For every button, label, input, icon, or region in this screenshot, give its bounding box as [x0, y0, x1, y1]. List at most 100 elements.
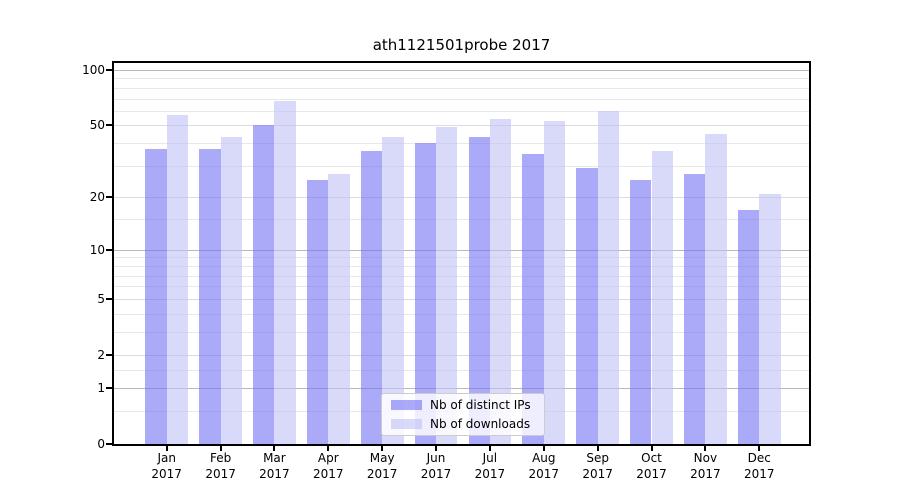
- x-tick-label: May 2017: [342, 450, 422, 482]
- gridline-minor: [114, 265, 809, 267]
- x-tick-label-year: 2017: [259, 467, 290, 481]
- gridline-major: [114, 298, 809, 300]
- x-tick-label-year: 2017: [420, 467, 452, 481]
- bar-distinct-ips-apr: [306, 180, 329, 444]
- x-tick-label-month: Aug: [532, 451, 556, 465]
- bar-distinct-ips-oct: [630, 180, 652, 444]
- x-tick-label-month: Jan: [157, 451, 176, 465]
- gridline-major: [114, 387, 809, 389]
- x-tick-label-month: Dec: [747, 451, 771, 465]
- gridline-minor: [114, 219, 809, 221]
- bar-downloads-mar: [274, 100, 296, 444]
- legend-label-downloads: Nb of downloads: [430, 417, 531, 431]
- x-axis-tick: [273, 446, 276, 451]
- x-tick-label-month: Jun: [426, 451, 446, 465]
- gridline-major: [114, 197, 809, 199]
- chart-title: ath1121501probe 2017: [372, 36, 551, 54]
- legend-row-distinct-ips: Nb of distinct IPs: [382, 397, 544, 413]
- gridline-major: [114, 355, 809, 356]
- x-tick-label-year: 2017: [313, 467, 344, 481]
- gridline-major: [114, 249, 809, 251]
- bar-downloads-apr: [328, 174, 350, 444]
- bar-distinct-ips-dec: [737, 209, 760, 444]
- y-tick-label: 2: [97, 348, 105, 362]
- gridline-minor: [114, 275, 809, 277]
- x-axis-tick: [758, 446, 761, 451]
- bar-downloads-jan: [166, 114, 189, 444]
- x-tick-label: Jan 2017: [127, 450, 207, 482]
- x-tick-label-year: 2017: [528, 467, 560, 481]
- x-tick-label-year: 2017: [366, 467, 398, 481]
- gridline-minor: [114, 143, 809, 145]
- x-tick-label-month: Apr: [317, 451, 339, 465]
- x-tick-label-year: 2017: [582, 467, 613, 481]
- x-tick-label-month: Mar: [263, 451, 286, 465]
- legend-row-downloads: Nb of downloads: [382, 416, 544, 432]
- x-axis-tick: [650, 446, 653, 451]
- x-tick-label-year: 2017: [690, 467, 721, 481]
- x-tick-label: Nov 2017: [665, 450, 745, 482]
- legend-label-distinct-ips: Nb of distinct IPs: [430, 398, 531, 412]
- y-axis-tick: [106, 354, 112, 356]
- x-tick-label-month: Sep: [586, 451, 609, 465]
- x-tick-label-year: 2017: [205, 467, 236, 481]
- x-axis-tick: [219, 446, 222, 451]
- x-axis-tick: [488, 446, 491, 451]
- gridline-major: [114, 125, 809, 127]
- bar-downloads-jun: [436, 127, 458, 444]
- bar-downloads-oct: [651, 151, 673, 444]
- x-tick-label-year: 2017: [744, 467, 775, 481]
- x-tick-label: Apr 2017: [288, 450, 368, 482]
- x-axis-tick: [435, 446, 437, 451]
- x-tick-label-month: Jul: [482, 451, 498, 465]
- y-tick-label: 0: [97, 437, 105, 451]
- y-axis-tick: [106, 124, 112, 127]
- x-tick-label-month: May: [369, 451, 395, 465]
- gridline-minor: [114, 286, 809, 288]
- x-tick-label: Jul 2017: [450, 450, 530, 482]
- bar-downloads-feb: [220, 137, 242, 444]
- gridline-minor: [114, 98, 809, 100]
- bar-distinct-ips-aug: [522, 153, 544, 444]
- x-axis-tick: [542, 446, 545, 451]
- gridline-minor: [114, 369, 809, 371]
- x-tick-label: Oct 2017: [612, 450, 692, 482]
- x-axis-tick: [327, 446, 330, 451]
- gridline-minor: [114, 257, 809, 259]
- y-axis-tick: [106, 386, 112, 389]
- y-axis-tick: [106, 196, 112, 199]
- legend-swatch-downloads-icon: [391, 419, 422, 429]
- y-tick-label: 20: [89, 190, 105, 205]
- bar-downloads-jul: [489, 119, 512, 444]
- bar-downloads-dec: [759, 193, 781, 444]
- y-tick-label: 50: [89, 118, 105, 133]
- bar-distinct-ips-sep: [576, 168, 598, 444]
- x-tick-label: Dec 2017: [719, 450, 799, 482]
- x-tick-label-month: Feb: [209, 451, 232, 465]
- bar-distinct-ips-feb: [199, 149, 221, 444]
- x-tick-label: Aug 2017: [504, 450, 584, 482]
- legend: Nb of distinct IPs Nb of downloads: [381, 393, 545, 436]
- gridline-minor: [114, 87, 809, 89]
- x-axis-tick: [596, 446, 599, 451]
- y-axis-tick: [106, 69, 112, 71]
- legend-swatch-distinct-ips-icon: [391, 400, 422, 410]
- bar-distinct-ips-jun: [414, 143, 436, 444]
- y-tick-label: 1: [97, 380, 105, 395]
- x-tick-label-month: Nov: [693, 451, 718, 465]
- y-axis-tick: [106, 297, 112, 300]
- bar-distinct-ips-may: [360, 151, 383, 444]
- x-tick-label-month: Oct: [641, 451, 662, 465]
- plot-area: Nb of distinct IPs Nb of downloads: [112, 61, 811, 446]
- bar-distinct-ips-jul: [468, 137, 490, 444]
- y-axis-tick: [106, 248, 112, 251]
- bar-distinct-ips-jan: [145, 149, 167, 444]
- bar-downloads-aug: [543, 120, 566, 444]
- plot-inner: [114, 63, 809, 444]
- x-tick-label: Mar 2017: [234, 450, 314, 482]
- y-tick-label: 100: [82, 63, 105, 77]
- bar-downloads-nov: [705, 133, 727, 444]
- x-axis-tick: [381, 446, 384, 451]
- x-tick-label: Jun 2017: [396, 450, 476, 482]
